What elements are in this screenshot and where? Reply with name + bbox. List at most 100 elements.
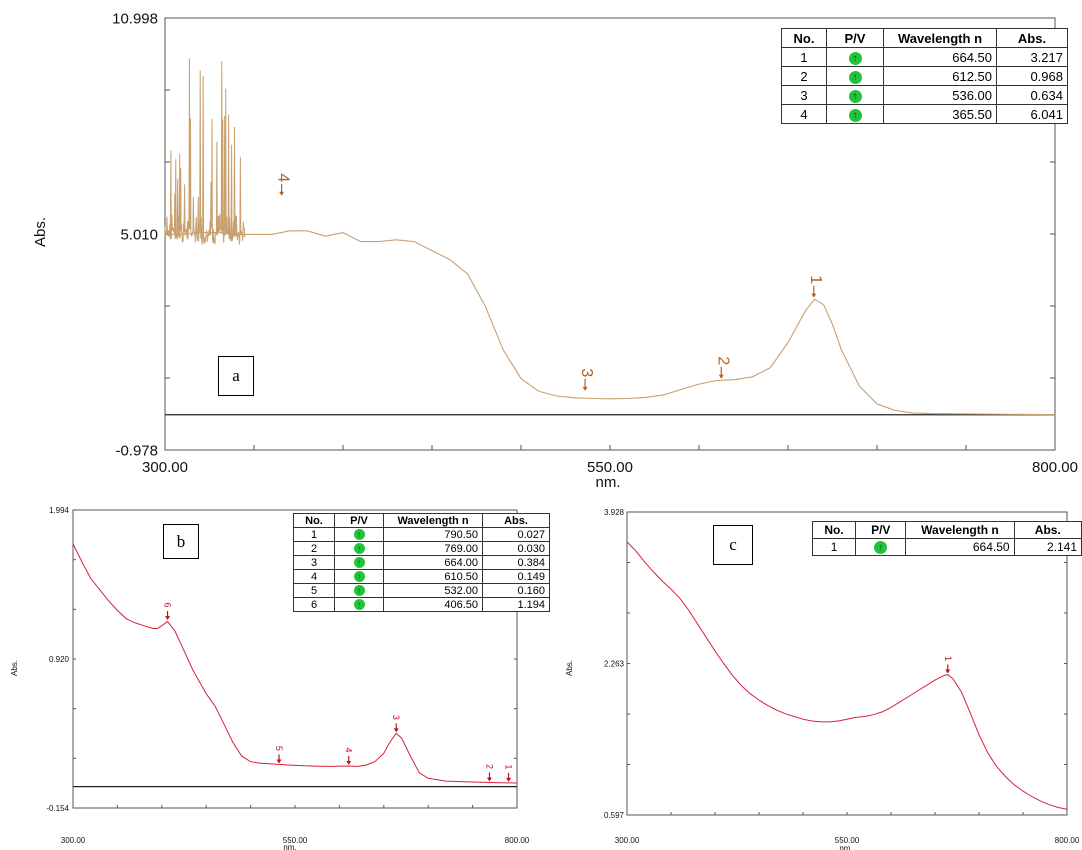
panel-a-noise-trace [164, 58, 246, 245]
panel-b-peak-label-2: 2 [484, 764, 494, 769]
panel-b-x-axis-title: nm. [283, 843, 296, 850]
peak-number-cell: 1 [781, 47, 827, 67]
table-row: 6 ↑ 406.50 1.194 [293, 597, 550, 612]
peak-table-header-0: No. [781, 28, 827, 48]
peak-table-header-3: Abs. [482, 513, 550, 528]
panel-b-peak-label-6: 6 [163, 602, 173, 607]
peak-icon: ↑ [353, 599, 365, 611]
peak-table-header-3: Abs. [1013, 521, 1082, 539]
peak-icon: ↑ [353, 529, 365, 541]
panel-c-peak-label-1: 1 [943, 656, 953, 661]
panel-b-x-tick-label: 550.00 [283, 836, 308, 845]
peak-number-cell: 5 [293, 583, 335, 598]
table-row: 1 ↑ 664.50 3.217 [781, 47, 1068, 67]
panel-a-series-line [165, 230, 1056, 416]
panel-a-peak-arrow-3 [582, 386, 588, 391]
wavelength-cell: 790.50 [383, 527, 483, 542]
panel-c-peak-arrow-1 [945, 669, 951, 674]
panel-b-peak-label-3: 3 [391, 715, 401, 720]
panel-a-y-tick-label: 10.998 [112, 10, 158, 27]
peak-number-cell: 4 [293, 569, 335, 584]
peak-table-header-2: Wavelength n [905, 521, 1015, 539]
panel-c-x-axis-title: nm. [839, 844, 852, 850]
panel-c-label: c [713, 525, 753, 565]
peak-valley-cell: ↑ [826, 104, 884, 124]
panel-a-label: a [218, 356, 254, 396]
wavelength-cell: 536.00 [883, 85, 997, 105]
panel-a-peak-arrow-1 [811, 293, 817, 298]
panel-b-peak-label-1: 1 [504, 764, 514, 769]
table-row: 1 ↑ 790.50 0.027 [293, 527, 550, 542]
table-row: 3 ↑ 536.00 0.634 [781, 85, 1068, 105]
panel-a-y-axis-title: Abs. [32, 217, 49, 247]
absorbance-cell: 0.027 [482, 527, 550, 542]
panel-a-peak-label-1: 1 [807, 275, 824, 284]
panel-c-series-line [626, 541, 1068, 810]
wavelength-cell: 664.50 [905, 538, 1015, 556]
absorbance-cell: 0.384 [482, 555, 550, 570]
panel-b-peak-arrow-3 [393, 728, 399, 733]
peak-table-header-1: P/V [334, 513, 384, 528]
peak-table-header-3: Abs. [996, 28, 1068, 48]
table-row: 5 ↑ 532.00 0.160 [293, 583, 550, 598]
panel-c-y-tick-label: 3.928 [604, 508, 625, 517]
panel-b-peak-arrow-2 [486, 777, 492, 782]
peak-icon: ↑ [848, 70, 862, 84]
table-row: 2 ↑ 769.00 0.030 [293, 541, 550, 556]
peak-number-cell: 6 [293, 597, 335, 612]
panel-b-peak-label-5: 5 [274, 746, 284, 751]
peak-icon: ↑ [353, 557, 365, 569]
peak-valley-cell: ↑ [334, 597, 384, 612]
peak-table-header-row: No. P/V Wavelength n Abs. [781, 28, 1068, 48]
wavelength-cell: 406.50 [383, 597, 483, 612]
peak-valley-cell: ↑ [334, 541, 384, 556]
panel-b-peak-arrow-6 [165, 615, 171, 620]
peak-table-header-0: No. [811, 521, 857, 539]
table-row: 3 ↑ 664.00 0.384 [293, 555, 550, 570]
panel-c-peak-table: No. P/V Wavelength n Abs. 1 ↑ 664.50 2.141 [811, 521, 1082, 556]
table-row: 4 ↑ 610.50 0.149 [293, 569, 550, 584]
table-row: 1 ↑ 664.50 2.141 [811, 538, 1082, 556]
panel-c-x-tick-label: 800.00 [1055, 836, 1080, 845]
peak-number-cell: 2 [781, 66, 827, 86]
panel-a-x-axis-title: nm. [595, 474, 620, 491]
table-row: 2 ↑ 612.50 0.968 [781, 66, 1068, 86]
panel-c-y-tick-label: 2.263 [604, 659, 625, 668]
panel-b-label: b [163, 524, 199, 559]
wavelength-cell: 769.00 [383, 541, 483, 556]
peak-valley-cell: ↑ [334, 527, 384, 542]
peak-valley-cell: ↑ [334, 555, 384, 570]
peak-number-cell: 3 [781, 85, 827, 105]
panel-b-peak-arrow-1 [506, 777, 512, 782]
peak-valley-cell: ↑ [826, 47, 884, 67]
peak-valley-cell: ↑ [855, 538, 907, 556]
peak-icon: ↑ [353, 543, 365, 555]
panel-b-y-tick-label: 1.994 [49, 506, 70, 515]
peak-table-header-1: P/V [855, 521, 907, 539]
peak-table-header-row: No. P/V Wavelength n Abs. [293, 513, 550, 528]
panel-c-x-tick-label: 550.00 [835, 836, 860, 845]
panel-a-peak-arrow-4 [279, 191, 285, 196]
table-row: 4 ↑ 365.50 6.041 [781, 104, 1068, 124]
wavelength-cell: 532.00 [383, 583, 483, 598]
peak-table-header-2: Wavelength n [383, 513, 483, 528]
peak-number-cell: 1 [293, 527, 335, 542]
peak-icon: ↑ [874, 541, 888, 555]
peak-table-header-2: Wavelength n [883, 28, 997, 48]
wavelength-cell: 610.50 [383, 569, 483, 584]
panel-b-peak-arrow-5 [276, 759, 282, 764]
panel-b-peak-table: No. P/V Wavelength n Abs. 1 ↑ 790.50 0.027 2 ↑ 769… [293, 513, 550, 612]
peak-icon: ↑ [353, 571, 365, 583]
panel-c-x-tick-label: 300.00 [615, 836, 640, 845]
absorbance-cell: 1.194 [482, 597, 550, 612]
peak-number-cell: 4 [781, 104, 827, 124]
peak-icon: ↑ [848, 51, 862, 65]
absorbance-cell: 6.041 [996, 104, 1068, 124]
peak-valley-cell: ↑ [826, 66, 884, 86]
panel-b-y-tick-label: -0.154 [46, 804, 69, 813]
peak-valley-cell: ↑ [334, 583, 384, 598]
panel-a-peak-table: No. P/V Wavelength n Abs. 1 ↑ 664.50 3.217 2 ↑ 612… [781, 28, 1068, 124]
peak-icon: ↑ [353, 585, 365, 597]
absorbance-cell: 0.968 [996, 66, 1068, 86]
